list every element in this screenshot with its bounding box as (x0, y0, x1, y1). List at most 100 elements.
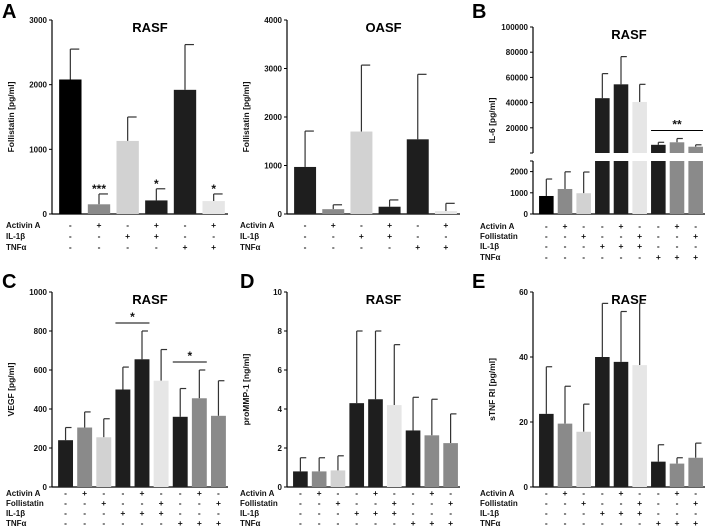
treatment-sign: + (154, 231, 159, 241)
treatment-label: Activin A (480, 222, 515, 231)
bar (153, 380, 169, 487)
bar (424, 435, 440, 487)
bar (434, 211, 457, 214)
treatment-sign: + (600, 508, 605, 518)
panel-letter: D (240, 271, 254, 293)
bar (576, 431, 591, 487)
treatment-label: TNFα (6, 243, 27, 252)
y-tick-label: 60000 (506, 73, 529, 82)
treatment-sign: - (694, 488, 697, 498)
treatment-sign: + (216, 518, 221, 527)
treatment-sign: + (373, 508, 378, 518)
treatment-sign: + (82, 488, 87, 498)
y-tick-label: 60 (519, 288, 528, 297)
bar (651, 161, 666, 214)
treatment-sign: + (693, 231, 698, 241)
treatment-sign: - (337, 508, 340, 518)
chart-title: RASF (611, 292, 646, 307)
bar (405, 430, 421, 487)
treatment-sign: - (601, 221, 604, 231)
treatment-sign: - (98, 242, 101, 252)
treatment-sign: - (360, 220, 363, 230)
treatment-sign: - (694, 221, 697, 231)
treatment-sign: - (564, 252, 567, 262)
treatment-sign: + (675, 252, 680, 262)
treatment-label: Activin A (240, 489, 275, 498)
treatment-sign: - (393, 518, 396, 527)
treatment-sign: - (121, 518, 124, 527)
treatment-sign: - (360, 242, 363, 252)
treatment-sign: - (449, 488, 452, 498)
bar (613, 161, 629, 214)
treatment-sign: - (545, 508, 548, 518)
treatment-sign: - (676, 241, 679, 251)
treatment-sign: + (392, 508, 397, 518)
treatment-sign: - (393, 488, 396, 498)
treatment-sign: - (545, 488, 548, 498)
treatment-sign: + (693, 518, 698, 527)
bar (595, 161, 610, 214)
treatment-sign: - (416, 231, 419, 241)
treatment-sign: - (564, 498, 567, 508)
treatment-sign: - (64, 488, 67, 498)
treatment-sign: - (318, 498, 321, 508)
treatment-sign: + (429, 488, 434, 498)
treatment-sign: + (448, 498, 453, 508)
y-axis-label: VEGF [pg/ml] (6, 362, 16, 416)
treatment-sign: - (545, 252, 548, 262)
treatment-sign: + (392, 498, 397, 508)
bar (210, 415, 226, 487)
treatment-sign: + (140, 508, 145, 518)
treatment-sign: + (637, 508, 642, 518)
y-tick-label: 0 (43, 483, 48, 492)
bar (632, 365, 647, 487)
bar (557, 188, 573, 214)
treatment-sign: - (121, 498, 124, 508)
treatment-sign: - (318, 518, 321, 527)
treatment-sign: - (355, 518, 358, 527)
bar (651, 144, 666, 153)
treatment-sign: - (355, 498, 358, 508)
treatment-sign: + (619, 241, 624, 251)
treatment-sign: - (564, 241, 567, 251)
y-tick-label: 4 (278, 405, 283, 414)
y-tick-label: 1000 (264, 162, 282, 171)
panel-letter: A (2, 1, 16, 23)
treatment-sign: - (582, 221, 585, 231)
treatment-sign: - (657, 498, 660, 508)
treatment-sign: - (430, 498, 433, 508)
treatment-sign: - (601, 488, 604, 498)
treatment-sign: - (388, 242, 391, 252)
significance-marker: ** (672, 118, 682, 132)
treatment-sign: - (582, 488, 585, 498)
treatment-sign: + (317, 488, 322, 498)
treatment-sign: + (373, 488, 378, 498)
y-tick-label: 10 (273, 288, 282, 297)
treatment-sign: - (160, 518, 163, 527)
y-tick-label: 2000 (510, 168, 528, 177)
bar (58, 440, 74, 487)
treatment-sign: + (178, 518, 183, 527)
y-axis-label: sTNF RI [pg/ml] (487, 358, 497, 421)
treatment-sign: - (582, 241, 585, 251)
treatment-sign: + (211, 220, 216, 230)
chart-title: RASF (132, 20, 167, 35)
treatment-sign: + (159, 498, 164, 508)
treatment-sign: - (304, 231, 307, 241)
y-tick-label: 0 (278, 210, 283, 219)
treatment-sign: + (619, 488, 624, 498)
treatment-sign: - (141, 498, 144, 508)
treatment-sign: - (179, 498, 182, 508)
treatment-sign: - (69, 220, 72, 230)
treatment-sign: - (545, 498, 548, 508)
treatment-label: TNFα (240, 519, 261, 527)
treatment-sign: + (101, 498, 106, 508)
treatment-sign: - (601, 518, 604, 527)
treatment-sign: - (545, 241, 548, 251)
treatment-sign: + (637, 231, 642, 241)
treatment-sign: + (637, 498, 642, 508)
y-tick-label: 1000 (29, 145, 47, 154)
bar (688, 161, 703, 214)
treatment-sign: + (656, 518, 661, 527)
bar (651, 461, 666, 487)
